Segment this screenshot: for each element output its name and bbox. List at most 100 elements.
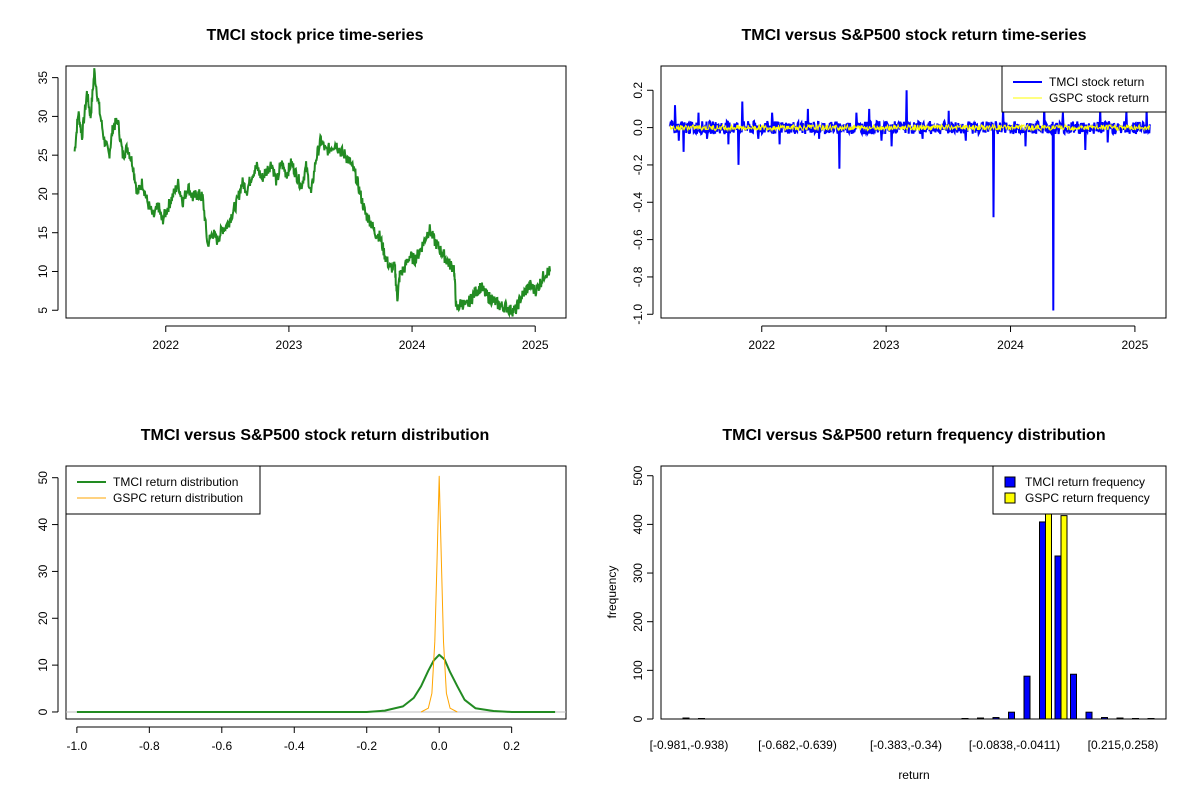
bar-tmci	[1101, 717, 1108, 720]
chart-title: TMCI stock price time-series	[207, 27, 424, 44]
y-axis-title: frequency	[605, 566, 619, 619]
bar-tmci	[1008, 711, 1015, 720]
y-tick-label: 40	[36, 518, 50, 532]
bar-tmci	[1070, 673, 1077, 720]
chart-title: TMCI versus S&P500 stock return distribu…	[141, 427, 490, 444]
legend-label: TMCI return distribution	[113, 475, 238, 489]
plot-frame	[65, 65, 567, 319]
bar-tmci	[992, 717, 1000, 720]
legend-label: GSPC return distribution	[113, 491, 243, 505]
bar-tmci	[1085, 711, 1093, 720]
legend-box	[65, 465, 261, 515]
x-tick-label: -1.0	[67, 739, 88, 753]
y-tick-label: 0.2	[631, 82, 645, 99]
legend-label: TMCI stock return	[1049, 75, 1144, 89]
x-tick-label: [-0.682,-0.639)	[758, 738, 837, 752]
y-tick-label: 35	[36, 71, 50, 85]
y-tick-label: 30	[36, 564, 50, 578]
chart-title: TMCI versus S&P500 return frequency dist…	[722, 427, 1105, 444]
legend-swatch	[1004, 492, 1016, 504]
x-axis: 2022 2023 2024 2025	[748, 325, 1149, 352]
bar-tmci	[1039, 521, 1046, 720]
y-axis: 0 100 200 300 400 500	[631, 465, 654, 722]
chart-panel-returns: TMCI versus S&P500 stock return time-ser…	[631, 27, 1167, 352]
y-tick-label: 10	[36, 658, 50, 672]
bar-tmci	[1054, 555, 1062, 720]
y-tick-label: 0.0	[631, 119, 645, 136]
y-tick-label: 5	[36, 307, 50, 314]
plot-frame	[65, 465, 567, 720]
bar-tmci	[682, 717, 690, 720]
legend: TMCI return distribution GSPC return dist…	[65, 465, 261, 515]
legend: TMCI stock return GSPC stock return	[1001, 65, 1167, 113]
y-tick-label: 500	[631, 465, 645, 485]
x-tick-label: 2022	[152, 338, 179, 352]
plot-frame	[660, 465, 1167, 720]
y-tick-label: -1.0	[631, 304, 645, 325]
series-tmci-price-line	[73, 68, 551, 319]
y-tick-label: 50	[36, 471, 50, 485]
y-tick-label: 25	[36, 148, 50, 162]
bar-gspc	[1060, 515, 1068, 720]
x-axis: -1.0 -0.8 -0.6 -0.4 -0.2 0.0 0.2	[67, 726, 520, 753]
x-tick-label: 2022	[748, 338, 775, 352]
y-axis: 5 10 15 20 25 30 35	[36, 71, 59, 314]
x-tick-label: [-0.383,-0.34)	[870, 738, 942, 752]
x-tick-label: -0.2	[356, 739, 377, 753]
series-tmci-return-line	[668, 90, 1151, 311]
y-axis: 0 10 20 30 40 50	[36, 471, 59, 715]
chart-panel-frequency: TMCI versus S&P500 return frequency dist…	[605, 427, 1167, 782]
x-tick-label: 0.0	[431, 739, 448, 753]
y-tick-label: 100	[631, 660, 645, 680]
y-tick-label: 30	[36, 109, 50, 123]
bar-tmci	[1116, 717, 1124, 720]
legend-box	[1001, 65, 1167, 113]
x-axis: [-0.981,-0.938) [-0.682,-0.639) [-0.383,-0…	[650, 738, 1159, 752]
y-tick-label: 0	[631, 715, 645, 722]
y-tick-label: 400	[631, 514, 645, 534]
x-tick-label: 2024	[399, 338, 426, 352]
x-tick-label: -0.4	[284, 739, 305, 753]
x-axis-title: return	[898, 768, 929, 782]
bar-tmci	[977, 717, 984, 720]
plot-frame	[660, 65, 1167, 319]
y-tick-label: -0.4	[631, 192, 645, 213]
legend-label: TMCI return frequency	[1025, 475, 1145, 489]
y-tick-label: 0	[36, 708, 50, 715]
y-tick-label: -0.2	[631, 154, 645, 175]
chart-panel-density: TMCI versus S&P500 stock return distribu…	[36, 427, 567, 753]
x-tick-label: -0.8	[139, 739, 160, 753]
y-tick-label: -0.6	[631, 229, 645, 250]
x-tick-label: [-0.981,-0.938)	[650, 738, 729, 752]
x-tick-label: 0.2	[503, 739, 520, 753]
y-tick-label: 200	[631, 611, 645, 631]
x-tick-label: 2024	[997, 338, 1024, 352]
y-tick-label: 10	[36, 264, 50, 278]
bar-tmci	[1023, 675, 1031, 720]
x-tick-label: [0.215,0.258)	[1088, 738, 1159, 752]
x-axis: 2022 2023 2024 2025	[152, 325, 549, 352]
legend-label: GSPC stock return	[1049, 91, 1149, 105]
y-tick-label: -0.8	[631, 266, 645, 287]
x-tick-label: 2023	[873, 338, 900, 352]
y-axis: 0.2 0.0 -0.2 -0.4 -0.6 -0.8 -1.0	[631, 82, 654, 325]
y-tick-label: 15	[36, 226, 50, 240]
x-tick-label: -0.6	[211, 739, 232, 753]
x-tick-label: 2023	[276, 338, 303, 352]
legend-label: GSPC return frequency	[1025, 491, 1150, 505]
y-tick-label: 300	[631, 563, 645, 583]
chart-title: TMCI versus S&P500 stock return time-ser…	[741, 27, 1086, 44]
x-tick-label: 2025	[1122, 338, 1149, 352]
chart-panel-price: TMCI stock price time-series 5 10 15 2025 30 3…	[36, 27, 567, 352]
legend-swatch	[1004, 476, 1016, 488]
x-tick-label: 2025	[522, 338, 549, 352]
series-gspc-return-line	[669, 122, 1151, 133]
y-tick-label: 20	[36, 611, 50, 625]
x-tick-label: [-0.0838,-0.0411)	[969, 738, 1060, 752]
legend: TMCI return frequency GSPC return frequen…	[992, 465, 1167, 515]
series-gspc-density-line	[420, 475, 458, 713]
bars	[682, 465, 1155, 720]
series-tmci-density-line	[76, 653, 556, 713]
legend-box	[992, 465, 1167, 515]
